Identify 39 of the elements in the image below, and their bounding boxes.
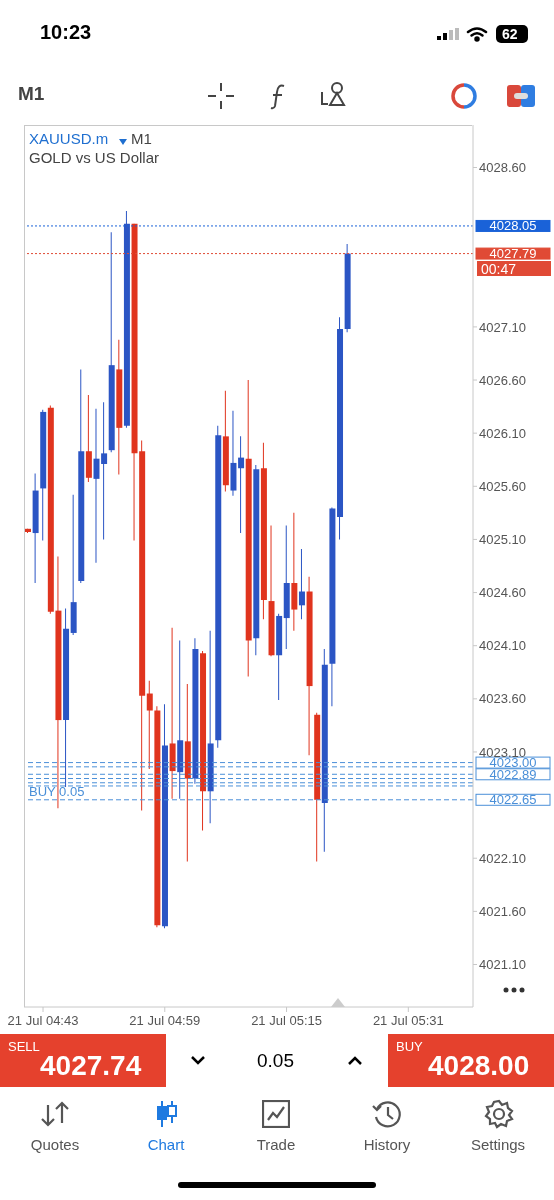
text: 10:23 [40, 21, 92, 44]
y-tick-label: 4026.60 [479, 372, 526, 388]
y-tick-label: 4025.60 [479, 478, 526, 494]
y-tick-label: 4023.60 [479, 691, 526, 707]
y-tick-label: 4025.10 [479, 532, 526, 548]
text: 0.05 [257, 1050, 294, 1072]
x-tick-label: 21 Jul 04:43 [7, 1013, 79, 1028]
candlestick [101, 402, 108, 540]
y-tick-label: 4027.10 [479, 319, 526, 335]
y-tick-label: 4024.60 [479, 585, 526, 601]
x-tick-label: 21 Jul 04:59 [129, 1013, 201, 1028]
text: BUY [396, 1039, 423, 1054]
ref-line-label: 4027.79 [489, 246, 537, 262]
text: 62 [502, 26, 518, 42]
annotation: BUY 0.05 [29, 783, 85, 799]
text: SELL [8, 1039, 40, 1054]
text: Settings [469, 1136, 527, 1153]
annotation: M1 [131, 130, 152, 147]
text: Quotes [29, 1136, 81, 1153]
text: M1 [18, 83, 45, 105]
y-tick-label: 4021.10 [479, 957, 526, 973]
text: Trade [255, 1136, 297, 1153]
ref-line-label: 4022.65 [489, 792, 537, 808]
y-tick-label: 4024.10 [479, 638, 526, 654]
candlestick [238, 436, 245, 534]
chart-title: XAUUSD.m [29, 130, 109, 147]
y-tick-label: 4022.10 [479, 850, 526, 866]
y-tick-label: 4026.10 [479, 425, 526, 441]
text: Chart [146, 1136, 186, 1153]
x-tick-label: 21 Jul 05:31 [372, 1013, 444, 1028]
x-tick-label: 21 Jul 05:15 [251, 1013, 322, 1028]
text: 4027.74 [40, 1050, 142, 1082]
text: GOLD vs US Dollar [29, 149, 160, 166]
text: 00:47 [477, 260, 551, 277]
y-tick-label: 4028.60 [479, 160, 526, 176]
ref-line-label: 4028.05 [489, 218, 537, 234]
text: History [362, 1136, 412, 1153]
y-tick-label: 4021.60 [479, 903, 526, 919]
text: 4028.00 [428, 1050, 530, 1082]
